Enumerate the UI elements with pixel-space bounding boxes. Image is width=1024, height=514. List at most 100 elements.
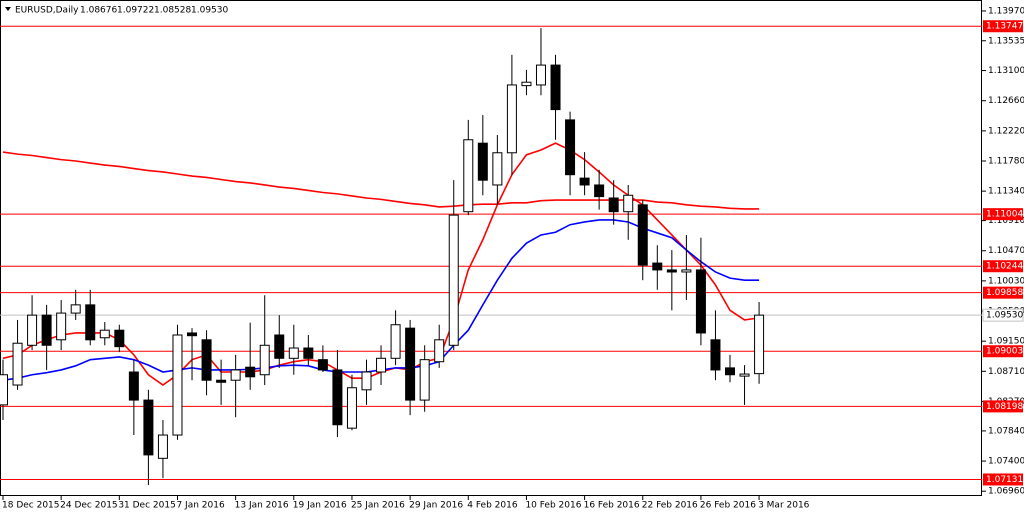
x-tick-label: 4 Feb 2016 [467,501,518,511]
candle-body [56,312,67,341]
ohlc-label: 1.09722 [117,6,154,16]
level-label-box [983,286,1023,299]
level-label: 1.08198 [986,402,1023,412]
candle-body [143,399,154,456]
candle-body [376,357,387,373]
candle-body [361,371,372,391]
candle-body [448,214,459,346]
candle-body [172,334,183,436]
x-tick-label: 22 Feb 2016 [642,501,698,511]
level-label: 1.07131 [986,475,1023,485]
candle-body [666,269,677,273]
y-tick-label: 1.13100 [988,66,1024,76]
candle-body [463,139,474,213]
ohlc-label: 1.08676 [80,6,117,16]
ohlc-label: 1.09530 [191,6,228,16]
y-tick-label: 1.11340 [988,187,1024,197]
candle-body [288,347,299,359]
y-tick-label: 1.13535 [988,36,1024,46]
candle-body [187,332,198,337]
candle-body [492,152,503,186]
candle-body [623,194,634,213]
level-label-box [983,260,1023,273]
candle-body [114,329,125,348]
candle-body [739,373,750,377]
level-label: 1.11004 [986,210,1023,220]
candle-body [128,371,139,401]
last-price-box [982,308,1024,322]
candle-body [12,342,23,386]
candle-body [608,197,619,213]
candle-body [550,64,561,111]
x-tick-label: 7 Jan 2016 [176,501,224,511]
candle-body [259,344,270,376]
candle-body [0,374,8,406]
level-label-box [983,473,1023,486]
candle-body [216,379,227,383]
candle-body [579,177,590,186]
level-label: 1.09858 [986,288,1023,298]
y-tick-label: 1.12660 [988,96,1024,106]
y-tick-label: 1.08710 [988,367,1024,377]
candle-body [346,387,357,429]
level-label: 1.09003 [986,347,1023,357]
candle-body [85,304,96,341]
x-tick-label: 19 Jan 2016 [293,501,347,511]
y-tick-label: 1.07840 [988,426,1024,436]
candle-body [332,369,343,426]
level-label-box [983,400,1023,413]
chart-title: EURUSD,Daily [15,6,79,16]
candle-body [695,269,706,334]
candle-body [681,269,692,273]
level-label-box [983,208,1023,221]
dropdown-icon[interactable] [5,7,11,11]
x-tick-label: 26 Feb 2016 [700,501,756,511]
candle-body [230,369,241,381]
candle-body [245,366,256,378]
candle-body [725,367,735,376]
candle-body [390,324,401,359]
candle-body [157,434,168,459]
level-label: 1.10244 [986,262,1023,272]
candle-body [41,314,52,346]
candle-body [637,204,648,266]
x-tick-label: 24 Dec 2015 [60,501,118,511]
y-tick-label: 1.06960 [988,487,1024,497]
candle-body [506,84,517,154]
last-price-label: 1.09530 [986,311,1023,321]
ohlc-label: 1.08528 [154,6,191,16]
plot-layer: 1.13970 1.13535 1.13100 1.12660 1.12220 1.117… [0,6,1024,511]
candle-body [405,327,416,401]
candle-body [303,347,314,359]
y-tick-label: 1.07400 [988,457,1024,467]
candle-body [710,339,721,371]
candle-body [535,64,546,86]
level-label-box [983,20,1023,33]
y-tick-label: 1.10910 [988,216,1024,226]
candle-body [99,329,110,339]
x-tick-label: 10 Feb 2016 [525,501,581,511]
y-tick-label: 1.10030 [988,276,1024,286]
candle-body [27,314,38,346]
candle-body [419,359,430,401]
candle-body [652,262,663,271]
y-tick-label: 1.13970 [988,6,1024,16]
candle-body [201,339,212,381]
candle-body [317,359,328,371]
candle-body [754,314,765,375]
candle-body [274,334,285,359]
candle-body [521,81,532,87]
candle-body [565,119,576,176]
x-tick-label: 3 Mar 2016 [758,501,810,511]
x-tick-label: 16 Feb 2016 [584,501,640,511]
y-tick-label: 1.12220 [988,126,1024,136]
candle-body [70,304,81,314]
x-tick-label: 18 Dec 2015 [2,501,60,511]
x-tick-label: 13 Jan 2016 [235,501,289,511]
level-label: 1.13747 [986,22,1023,32]
x-tick-label: 25 Jan 2016 [351,501,405,511]
y-tick-label: 1.09150 [988,337,1024,347]
level-label-box [983,345,1023,358]
candle-body [434,339,445,363]
